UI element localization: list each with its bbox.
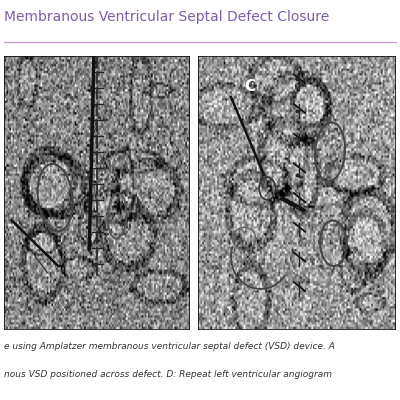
Text: C: C — [244, 79, 255, 94]
Text: Membranous Ventricular Septal Defect Closure: Membranous Ventricular Septal Defect Clo… — [4, 10, 329, 24]
Text: e using Amplatzer membranous ventricular septal defect (VSD) device. A: e using Amplatzer membranous ventricular… — [4, 342, 335, 351]
Text: nous VSD positioned across defect. D: Repeat left ventricular angiogram: nous VSD positioned across defect. D: Re… — [4, 370, 332, 379]
